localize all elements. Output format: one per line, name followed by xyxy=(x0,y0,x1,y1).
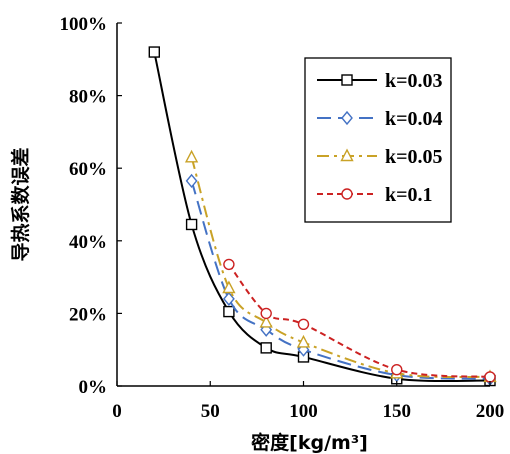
y-tick-label: 100% xyxy=(60,14,108,35)
series-2-line xyxy=(190,180,491,380)
series-3-line xyxy=(190,157,491,379)
legend-label: k=0.03 xyxy=(385,70,443,92)
series-2-marker xyxy=(222,291,235,306)
legend-label: k=0.05 xyxy=(385,146,443,168)
series-1-marker xyxy=(148,46,161,58)
legend-item: k=0.1 xyxy=(317,184,433,206)
x-tick-label: 150 xyxy=(383,401,412,422)
y-tick-label: 20% xyxy=(69,304,107,325)
legend-label: k=0.04 xyxy=(385,108,443,130)
y-tick-label: 0% xyxy=(79,377,108,398)
series-2-marker xyxy=(185,173,198,188)
series-3-marker xyxy=(222,280,236,294)
series-4-marker xyxy=(260,307,272,320)
series-4 xyxy=(223,258,496,383)
x-axis-tick-labels: 0 50 100 150 200 xyxy=(112,401,504,422)
legend-item: k=0.04 xyxy=(317,108,443,130)
series-4-marker xyxy=(297,318,310,330)
series-4-line xyxy=(228,263,491,378)
series-4-marker xyxy=(391,363,403,376)
x-axis-title: 密度[kg/m³] xyxy=(251,431,368,454)
series-1-marker xyxy=(185,218,198,231)
y-tick-label: 40% xyxy=(69,232,107,253)
y-tick-label: 80% xyxy=(69,87,107,108)
series-4-marker xyxy=(223,258,235,271)
legend-marker xyxy=(341,188,353,200)
x-tick-label: 50 xyxy=(201,401,220,422)
x-tick-label: 0 xyxy=(112,401,122,422)
legend-marker xyxy=(341,74,353,86)
x-tick-label: 200 xyxy=(476,401,505,422)
series-3-marker xyxy=(184,149,199,163)
y-tick-label: 60% xyxy=(69,159,107,180)
y-axis-title: 导热系数误差 xyxy=(9,147,32,261)
legend-item: k=0.05 xyxy=(317,146,443,168)
series-1-marker xyxy=(260,342,272,354)
legend-marker xyxy=(340,148,354,162)
series-3-marker xyxy=(259,314,273,328)
legend-label: k=0.1 xyxy=(385,184,433,206)
x-tick-label: 100 xyxy=(289,401,318,422)
series-1-marker xyxy=(223,305,235,318)
legend: k=0.03 k=0.04 k=0.05 k=0.1 xyxy=(304,57,452,223)
legend-item: k=0.03 xyxy=(317,70,443,92)
series-3-marker xyxy=(296,334,311,348)
y-axis-tick-labels: 0% 20% 40% 60% 80% 100% xyxy=(60,14,108,398)
axes-layer xyxy=(116,22,491,387)
legend-marker xyxy=(341,110,353,126)
series-4-marker xyxy=(484,371,496,383)
